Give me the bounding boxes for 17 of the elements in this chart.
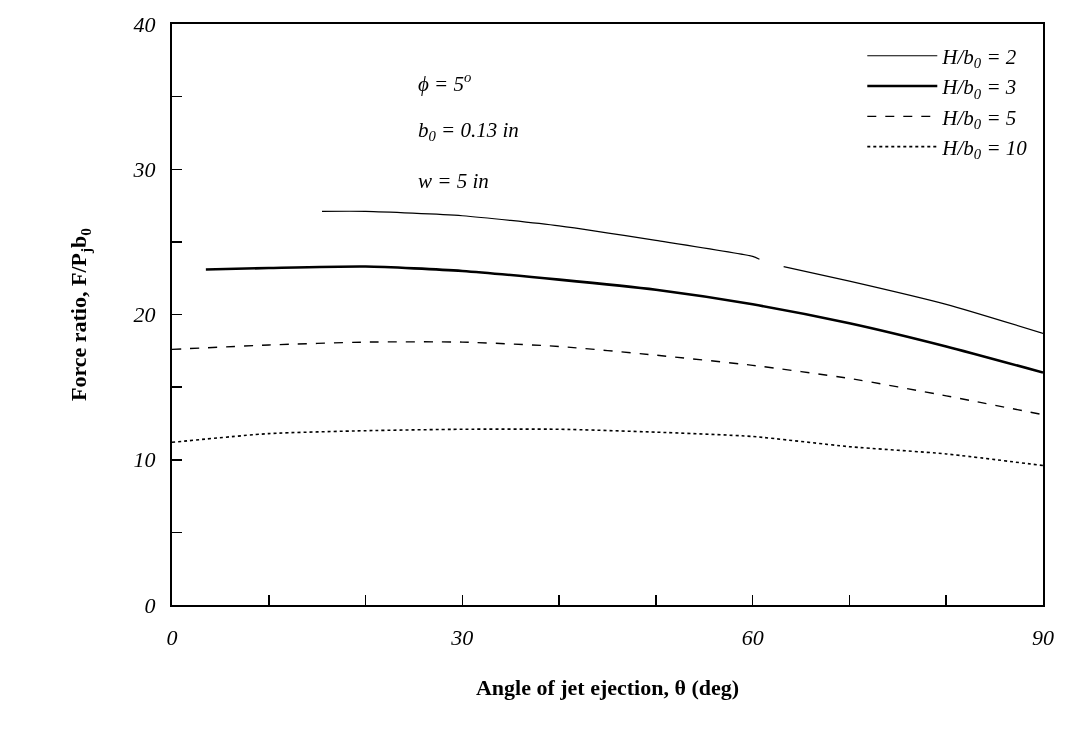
y-tick-label: 40 [133,11,156,37]
x-tick-label: 30 [450,625,474,651]
legend-label: H/b$_{0}$ = 2 [941,44,1017,72]
y-tick-label: 20 [133,302,156,328]
annotation: w = 5 in [418,169,489,193]
annotation: b$_{0}$ = 0.13 in [418,118,519,145]
y-tick-label: 0 [144,592,156,618]
y-tick-label: 10 [133,447,156,473]
x-tick-label: 0 [166,625,178,651]
legend-label: H/b$_{0}$ = 10 [941,135,1028,163]
legend-label: H/b$_{0}$ = 5 [941,105,1017,132]
x-tick-label: 90 [1032,625,1054,651]
y-tick-label: 30 [132,156,156,182]
x-tick-label: 60 [741,625,764,651]
annotation: ϕ = 5$^{o}$ [418,69,472,96]
x-axis-title: Angle of jet ejection, θ (deg) [475,674,740,700]
legend-label: H/b$_{0}$ = 3 [941,75,1017,102]
